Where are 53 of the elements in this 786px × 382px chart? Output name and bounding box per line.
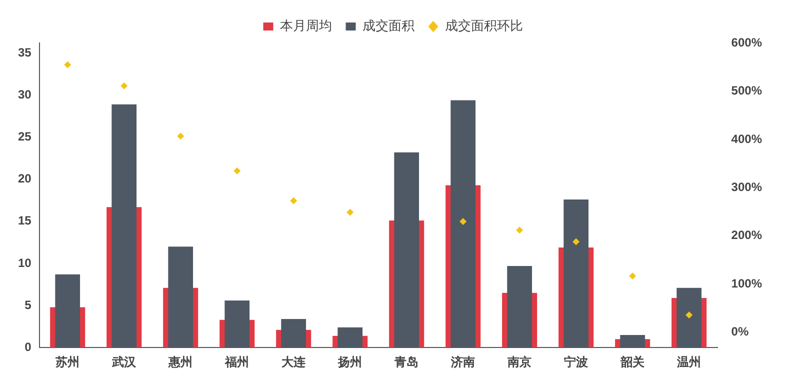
y-tick-label: 20 xyxy=(18,172,32,186)
bar xyxy=(507,266,532,348)
bar xyxy=(450,100,476,348)
y2-tick-label: 100% xyxy=(731,276,762,290)
bar xyxy=(564,200,588,348)
bar xyxy=(676,288,702,348)
y-tick-label: 0 xyxy=(24,340,32,354)
bar xyxy=(281,318,306,348)
point xyxy=(64,61,72,68)
y-tick-label: 5 xyxy=(24,298,32,312)
x-tick-label: 济南 xyxy=(450,355,476,370)
x-tick-label: 青岛 xyxy=(394,355,419,370)
x-tick-label: 苏州 xyxy=(54,355,80,370)
bar xyxy=(112,104,137,348)
y2-tick-label: 200% xyxy=(731,228,762,242)
x-tick-label: 武汉 xyxy=(111,355,138,370)
legend-label: 成交面积 xyxy=(362,18,414,34)
bar xyxy=(338,327,363,348)
y2-tick-label: 300% xyxy=(731,180,762,194)
bar xyxy=(224,300,250,348)
y-tick-label: 30 xyxy=(18,87,32,102)
x-tick-label: 扬州 xyxy=(337,355,362,370)
y2-tick-label: 400% xyxy=(731,132,762,146)
y2-tick-label: 0% xyxy=(731,324,749,339)
x-tick-label: 温州 xyxy=(676,355,702,370)
y-tick-label: 10 xyxy=(18,256,32,270)
point xyxy=(177,132,184,140)
y-tick-label: 15 xyxy=(18,214,32,228)
x-tick-label: 大连 xyxy=(282,355,307,370)
y2-tick-label: 600% xyxy=(731,35,762,50)
x-tick-label: 宁波 xyxy=(564,355,590,370)
point xyxy=(516,226,524,234)
y-tick-label: 35 xyxy=(18,45,32,60)
point xyxy=(290,197,298,204)
x-tick-label: 福州 xyxy=(224,355,250,370)
bar xyxy=(394,152,420,348)
bar xyxy=(620,334,645,348)
x-tick-label: 韶关 xyxy=(620,355,646,370)
x-tick-label: 南京 xyxy=(506,355,532,370)
point xyxy=(234,167,241,174)
y2-tick-label: 500% xyxy=(731,84,762,98)
legend-label: 成交面积环比 xyxy=(444,18,523,34)
y-tick-label: 25 xyxy=(18,130,32,144)
point xyxy=(460,218,467,225)
bar xyxy=(55,274,80,348)
point xyxy=(629,272,636,280)
point xyxy=(120,82,128,90)
point xyxy=(686,312,693,319)
legend-label: 本月周均 xyxy=(280,18,332,34)
bar xyxy=(168,246,194,348)
point xyxy=(572,238,580,246)
x-tick-label: 惠州 xyxy=(168,355,193,370)
point xyxy=(346,208,354,216)
